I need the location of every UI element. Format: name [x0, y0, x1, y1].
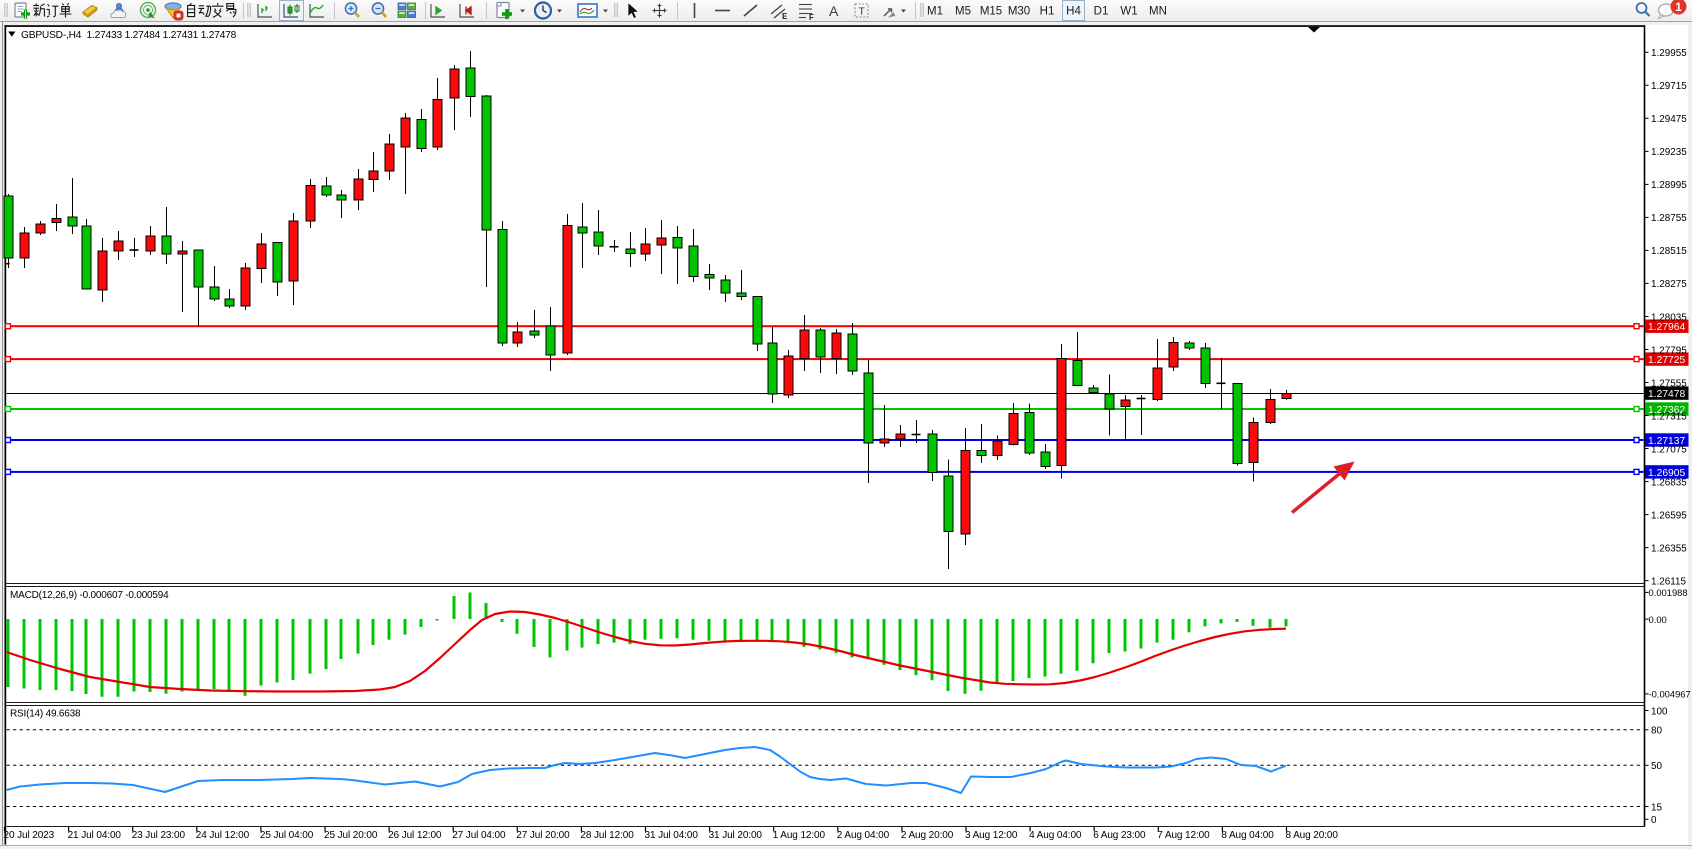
svg-text:0.00: 0.00: [1649, 614, 1667, 625]
svg-text:7 Aug 12:00: 7 Aug 12:00: [1157, 830, 1210, 841]
svg-text:M15: M15: [980, 6, 1002, 18]
svg-text:GBPUSD-,H4 1.27433 1.27484 1.: GBPUSD-,H4 1.27433 1.27484 1.27431 1.274…: [21, 30, 237, 41]
svg-text:1.27137: 1.27137: [1648, 436, 1685, 447]
svg-text:50: 50: [1651, 761, 1662, 772]
svg-text:25 Jul 04:00: 25 Jul 04:00: [260, 830, 314, 841]
svg-text:1.28275: 1.28275: [1651, 279, 1687, 290]
svg-text:0.001988: 0.001988: [1649, 587, 1688, 598]
svg-text:2 Aug 04:00: 2 Aug 04:00: [837, 830, 890, 841]
svg-text:1.28995: 1.28995: [1651, 180, 1687, 191]
svg-text:D1: D1: [1094, 6, 1109, 18]
svg-text:E: E: [782, 12, 788, 21]
svg-text:28 Jul 12:00: 28 Jul 12:00: [580, 830, 634, 841]
svg-text:MN: MN: [1149, 6, 1167, 18]
svg-text:4 Aug 04:00: 4 Aug 04:00: [1029, 830, 1082, 841]
svg-text:H4: H4: [1066, 6, 1081, 18]
svg-text:M1: M1: [927, 6, 943, 18]
svg-text:20 Jul 2023: 20 Jul 2023: [4, 830, 55, 841]
svg-text:1.26115: 1.26115: [1651, 576, 1686, 587]
svg-text:1.26835: 1.26835: [1651, 477, 1687, 488]
svg-text:RSI(14) 49.6638: RSI(14) 49.6638: [10, 709, 81, 720]
svg-text:21 Jul 04:00: 21 Jul 04:00: [68, 830, 122, 841]
svg-text:1.27555: 1.27555: [1651, 378, 1687, 389]
svg-text:25 Jul 20:00: 25 Jul 20:00: [324, 830, 378, 841]
svg-text:1.28515: 1.28515: [1651, 246, 1687, 257]
svg-text:31 Jul 04:00: 31 Jul 04:00: [645, 830, 699, 841]
svg-text:1.27795: 1.27795: [1651, 345, 1687, 356]
svg-text:-0.004967: -0.004967: [1649, 689, 1691, 700]
svg-text:1.29235: 1.29235: [1651, 147, 1687, 158]
svg-text:1.29715: 1.29715: [1651, 81, 1687, 92]
svg-text:1.26595: 1.26595: [1651, 510, 1687, 521]
svg-text:1.26355: 1.26355: [1651, 543, 1687, 554]
svg-text:1.27964: 1.27964: [1648, 322, 1685, 333]
svg-text:1.27478: 1.27478: [1648, 389, 1685, 400]
svg-text:1.29475: 1.29475: [1651, 114, 1687, 125]
svg-text:3 Aug 12:00: 3 Aug 12:00: [965, 830, 1018, 841]
svg-text:24 Jul 12:00: 24 Jul 12:00: [196, 830, 250, 841]
svg-text:M5: M5: [955, 6, 971, 18]
svg-text:2 Aug 20:00: 2 Aug 20:00: [901, 830, 954, 841]
svg-text:1.27725: 1.27725: [1648, 355, 1685, 366]
svg-text:27 Jul 04:00: 27 Jul 04:00: [452, 830, 506, 841]
svg-text:8 Aug 04:00: 8 Aug 04:00: [1221, 830, 1274, 841]
svg-text:1.27362: 1.27362: [1648, 405, 1685, 416]
svg-text:15: 15: [1651, 802, 1662, 813]
svg-text:26 Jul 12:00: 26 Jul 12:00: [388, 830, 442, 841]
svg-text:F: F: [809, 13, 814, 21]
svg-text:27 Jul 20:00: 27 Jul 20:00: [516, 830, 570, 841]
svg-text:1.27315: 1.27315: [1651, 411, 1687, 422]
svg-text:M30: M30: [1008, 6, 1030, 18]
svg-text:W1: W1: [1120, 6, 1137, 18]
svg-text:100: 100: [1651, 706, 1668, 717]
svg-text:A: A: [829, 3, 839, 19]
svg-text:23 Jul 23:00: 23 Jul 23:00: [132, 830, 186, 841]
svg-text:1: 1: [1675, 0, 1682, 14]
svg-text:8 Aug 20:00: 8 Aug 20:00: [1286, 830, 1339, 841]
svg-text:1.29955: 1.29955: [1651, 48, 1687, 59]
svg-text:31 Jul 20:00: 31 Jul 20:00: [709, 830, 763, 841]
svg-text:80: 80: [1651, 726, 1662, 737]
svg-text:H1: H1: [1040, 6, 1055, 18]
svg-text:1 Aug 12:00: 1 Aug 12:00: [773, 830, 826, 841]
svg-text:1.28035: 1.28035: [1651, 312, 1687, 323]
svg-text:6 Aug 23:00: 6 Aug 23:00: [1093, 830, 1146, 841]
svg-text:1.28755: 1.28755: [1651, 213, 1687, 224]
svg-text:0: 0: [1651, 815, 1657, 826]
svg-text:T: T: [859, 6, 866, 18]
svg-text:MACD(12,26,9) -0.000607 -0.000: MACD(12,26,9) -0.000607 -0.000594: [10, 590, 169, 601]
svg-text:1.27075: 1.27075: [1651, 444, 1687, 455]
svg-text:1.26905: 1.26905: [1648, 468, 1685, 479]
